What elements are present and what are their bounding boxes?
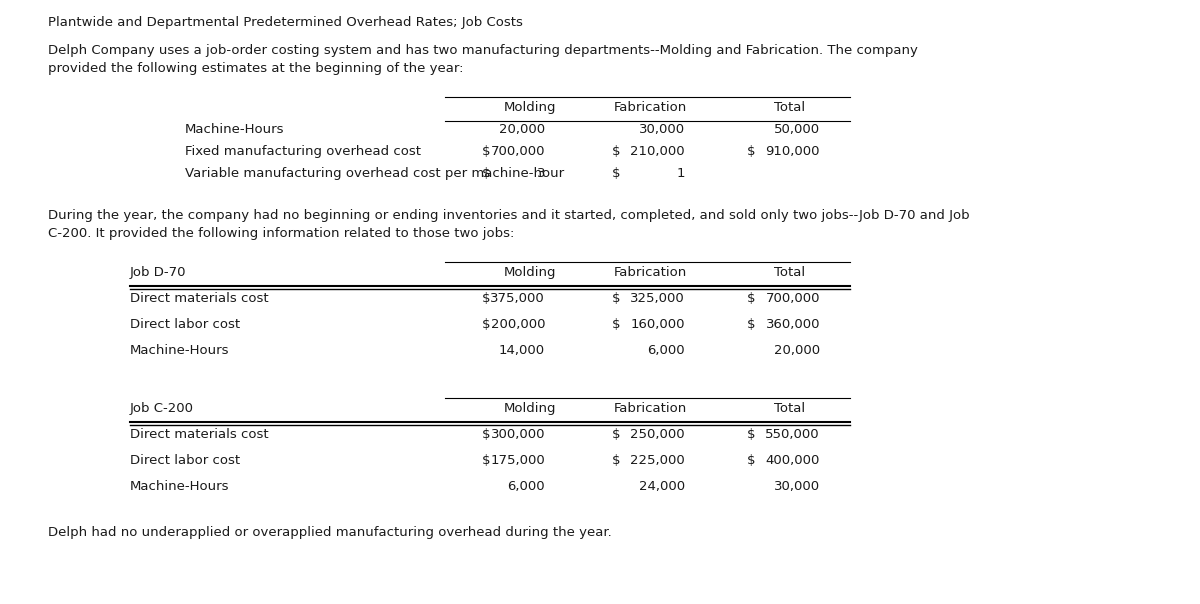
Text: 6,000: 6,000 bbox=[508, 480, 545, 493]
Text: $: $ bbox=[746, 318, 755, 331]
Text: Molding: Molding bbox=[504, 402, 557, 415]
Text: Direct labor cost: Direct labor cost bbox=[130, 454, 240, 467]
Text: 325,000: 325,000 bbox=[630, 292, 685, 305]
Text: 14,000: 14,000 bbox=[499, 344, 545, 357]
Text: Variable manufacturing overhead cost per machine-hour: Variable manufacturing overhead cost per… bbox=[185, 167, 564, 180]
Text: 200,000: 200,000 bbox=[491, 318, 545, 331]
Text: Total: Total bbox=[774, 266, 805, 279]
Text: $: $ bbox=[612, 145, 620, 158]
Text: Molding: Molding bbox=[504, 101, 557, 114]
Text: $: $ bbox=[612, 167, 620, 180]
Text: Direct labor cost: Direct labor cost bbox=[130, 318, 240, 331]
Text: $: $ bbox=[481, 318, 490, 331]
Text: Job C-200: Job C-200 bbox=[130, 402, 194, 415]
Text: Direct materials cost: Direct materials cost bbox=[130, 292, 269, 305]
Text: 700,000: 700,000 bbox=[766, 292, 820, 305]
Text: C-200. It provided the following information related to those two jobs:: C-200. It provided the following informa… bbox=[48, 227, 515, 240]
Text: $: $ bbox=[481, 292, 490, 305]
Text: 210,000: 210,000 bbox=[630, 145, 685, 158]
Text: Fabrication: Fabrication bbox=[613, 101, 686, 114]
Text: 20,000: 20,000 bbox=[499, 123, 545, 136]
Text: 20,000: 20,000 bbox=[774, 344, 820, 357]
Text: provided the following estimates at the beginning of the year:: provided the following estimates at the … bbox=[48, 62, 463, 75]
Text: $: $ bbox=[612, 292, 620, 305]
Text: $: $ bbox=[612, 454, 620, 467]
Text: 250,000: 250,000 bbox=[630, 428, 685, 441]
Text: 175,000: 175,000 bbox=[491, 454, 545, 467]
Text: 400,000: 400,000 bbox=[766, 454, 820, 467]
Text: 3: 3 bbox=[536, 167, 545, 180]
Text: Plantwide and Departmental Predetermined Overhead Rates; Job Costs: Plantwide and Departmental Predetermined… bbox=[48, 16, 523, 29]
Text: $: $ bbox=[612, 318, 620, 331]
Text: 910,000: 910,000 bbox=[766, 145, 820, 158]
Text: $: $ bbox=[746, 145, 755, 158]
Text: $: $ bbox=[481, 454, 490, 467]
Text: 6,000: 6,000 bbox=[647, 344, 685, 357]
Text: $: $ bbox=[481, 145, 490, 158]
Text: Delph Company uses a job-order costing system and has two manufacturing departme: Delph Company uses a job-order costing s… bbox=[48, 44, 918, 57]
Text: 50,000: 50,000 bbox=[774, 123, 820, 136]
Text: $: $ bbox=[746, 428, 755, 441]
Text: 700,000: 700,000 bbox=[491, 145, 545, 158]
Text: Delph had no underapplied or overapplied manufacturing overhead during the year.: Delph had no underapplied or overapplied… bbox=[48, 526, 612, 539]
Text: 300,000: 300,000 bbox=[491, 428, 545, 441]
Text: 225,000: 225,000 bbox=[630, 454, 685, 467]
Text: 550,000: 550,000 bbox=[766, 428, 820, 441]
Text: 30,000: 30,000 bbox=[638, 123, 685, 136]
Text: Total: Total bbox=[774, 402, 805, 415]
Text: Fabrication: Fabrication bbox=[613, 402, 686, 415]
Text: Job D-70: Job D-70 bbox=[130, 266, 186, 279]
Text: Machine-Hours: Machine-Hours bbox=[185, 123, 284, 136]
Text: $: $ bbox=[746, 292, 755, 305]
Text: Direct materials cost: Direct materials cost bbox=[130, 428, 269, 441]
Text: 24,000: 24,000 bbox=[638, 480, 685, 493]
Text: $: $ bbox=[481, 167, 490, 180]
Text: $: $ bbox=[481, 428, 490, 441]
Text: Total: Total bbox=[774, 101, 805, 114]
Text: 30,000: 30,000 bbox=[774, 480, 820, 493]
Text: 375,000: 375,000 bbox=[491, 292, 545, 305]
Text: 160,000: 160,000 bbox=[630, 318, 685, 331]
Text: $: $ bbox=[746, 454, 755, 467]
Text: Molding: Molding bbox=[504, 266, 557, 279]
Text: During the year, the company had no beginning or ending inventories and it start: During the year, the company had no begi… bbox=[48, 209, 970, 222]
Text: Machine-Hours: Machine-Hours bbox=[130, 344, 229, 357]
Text: 360,000: 360,000 bbox=[766, 318, 820, 331]
Text: Fabrication: Fabrication bbox=[613, 266, 686, 279]
Text: 1: 1 bbox=[677, 167, 685, 180]
Text: $: $ bbox=[612, 428, 620, 441]
Text: Fixed manufacturing overhead cost: Fixed manufacturing overhead cost bbox=[185, 145, 421, 158]
Text: Machine-Hours: Machine-Hours bbox=[130, 480, 229, 493]
